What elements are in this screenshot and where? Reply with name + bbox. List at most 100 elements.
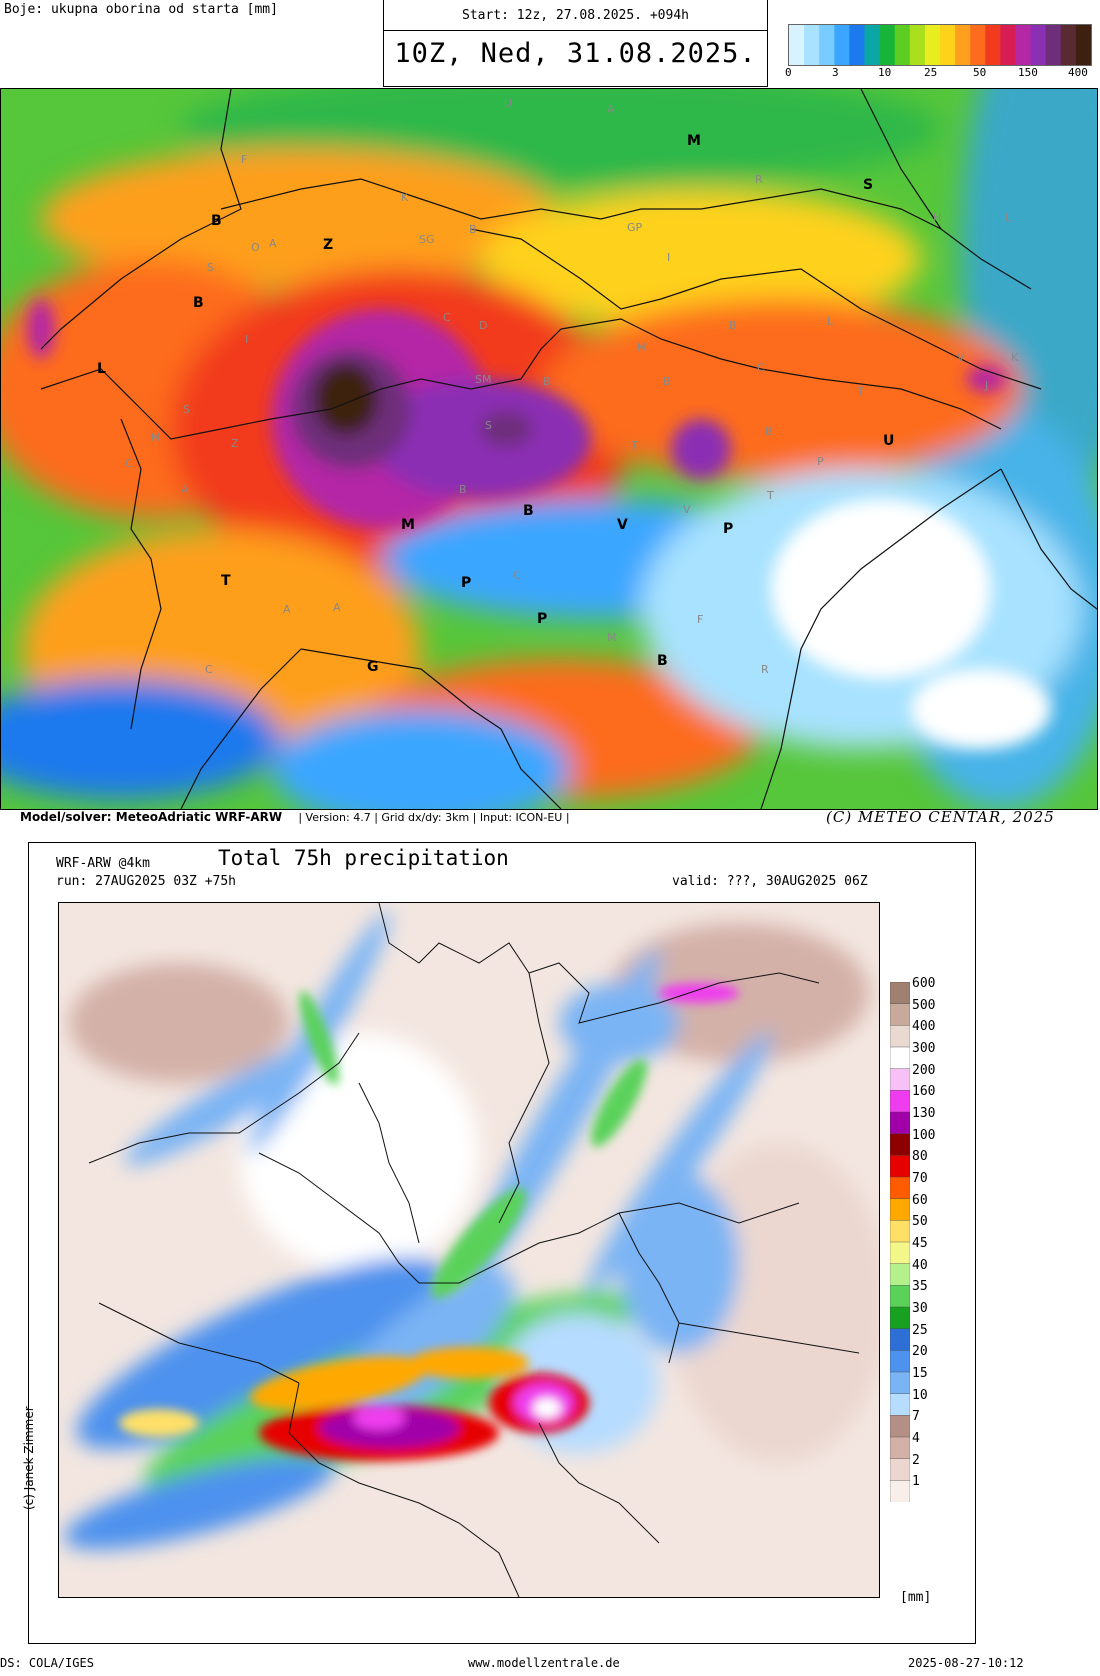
top-colorbar-swatch bbox=[940, 25, 956, 65]
map-label: M bbox=[607, 631, 617, 644]
top-valid-time: 10Z, Ned, 31.08.2025. bbox=[394, 38, 757, 69]
bottom-colorbar-label: 25 bbox=[912, 1322, 928, 1338]
bottom-colorbar-swatch bbox=[890, 1220, 910, 1243]
map-label: V bbox=[957, 351, 965, 364]
bottom-colorbar-swatch bbox=[890, 1068, 910, 1092]
map-label: R bbox=[761, 663, 769, 676]
bottom-run-time: run: 27AUG2025 03Z +75h bbox=[56, 874, 237, 889]
top-precip-field bbox=[1, 89, 1097, 809]
map-label: K bbox=[1011, 351, 1019, 364]
map-label: U bbox=[883, 433, 894, 449]
map-label: A bbox=[283, 603, 291, 616]
map-label: J bbox=[984, 379, 988, 392]
bottom-colorbar-swatch bbox=[890, 1155, 910, 1178]
bottom-colorbar-label: 60 bbox=[912, 1192, 928, 1208]
bottom-model-label: WRF-ARW @4km bbox=[56, 856, 150, 871]
bottom-colorbar-label: 160 bbox=[912, 1084, 936, 1100]
map-label: I bbox=[245, 333, 248, 346]
map-label: GP bbox=[627, 221, 643, 234]
map-label: S bbox=[207, 261, 214, 274]
map-label: T bbox=[221, 573, 231, 589]
top-colorbar-swatch bbox=[864, 25, 881, 65]
map-label: P bbox=[461, 575, 471, 591]
bottom-colorbar-swatch bbox=[890, 1111, 910, 1135]
bottom-website[interactable]: www.modellzentrale.de bbox=[468, 1656, 620, 1670]
map-label: C bbox=[443, 311, 451, 324]
map-label: A bbox=[607, 103, 615, 116]
bottom-colorbar-swatch bbox=[890, 1046, 910, 1070]
bottom-colorbar-swatch bbox=[890, 1436, 910, 1460]
top-colorbar-swatch bbox=[909, 25, 926, 65]
map-label: L bbox=[1005, 211, 1012, 224]
bottom-colorbar-label: 130 bbox=[912, 1106, 936, 1121]
bottom-colorbar-label: 200 bbox=[912, 1062, 936, 1078]
top-colorbar-swatch bbox=[1060, 25, 1077, 65]
bottom-colorbar-label: 7 bbox=[912, 1409, 920, 1425]
bottom-colorbar-label: 40 bbox=[912, 1257, 928, 1273]
map-label: V bbox=[617, 517, 628, 533]
top-time-box: Start: 12z, 27.08.2025. +094h 10Z, Ned, … bbox=[383, 0, 768, 87]
bottom-colorbar-label: 400 bbox=[912, 1019, 936, 1035]
top-colorbar-tick: 150 bbox=[1018, 66, 1038, 79]
map-label: B bbox=[459, 483, 467, 496]
map-label: A bbox=[181, 483, 189, 496]
bottom-colorbar-swatch bbox=[890, 1285, 910, 1308]
map-label: R bbox=[755, 173, 763, 186]
map-label: K bbox=[401, 191, 409, 204]
bottom-colorbar-label: 2 bbox=[912, 1452, 920, 1468]
bottom-colorbar-swatch bbox=[890, 1198, 910, 1222]
map-label: Z bbox=[231, 437, 239, 450]
map-label: M bbox=[637, 341, 647, 354]
map-label: O bbox=[251, 241, 260, 254]
top-start-time: Start: 12z, 27.08.2025. +094h bbox=[462, 8, 689, 23]
map-label: F bbox=[241, 153, 247, 166]
bottom-colorbar-label: 70 bbox=[912, 1171, 928, 1186]
top-colorbar-swatch bbox=[1000, 25, 1016, 65]
top-colorbar-swatch bbox=[879, 25, 896, 65]
map-label: SM bbox=[475, 373, 491, 386]
top-colorbar-swatch bbox=[970, 25, 986, 65]
top-borders bbox=[40, 89, 1097, 809]
bottom-colorbar-label: 35 bbox=[912, 1279, 928, 1295]
map-label: C bbox=[125, 457, 133, 470]
top-caption: Boje: ukupna oborina od starta [mm] bbox=[4, 2, 278, 17]
top-footer-copyright: (C) METEO CENTAR, 2025 bbox=[826, 808, 1055, 826]
bottom-colorbar-swatch bbox=[890, 1003, 910, 1027]
map-label: C bbox=[757, 361, 765, 374]
bottom-colorbar-label: 50 bbox=[912, 1214, 928, 1230]
top-time-divider bbox=[384, 30, 767, 31]
map-label: S bbox=[485, 419, 492, 432]
bottom-title: Total 75h precipitation bbox=[218, 846, 509, 870]
map-label: B bbox=[543, 375, 551, 388]
map-label: B bbox=[193, 295, 204, 311]
bottom-valid-time: valid: ???, 30AUG2025 06Z bbox=[672, 874, 868, 889]
bottom-colorbar-label: 100 bbox=[912, 1127, 936, 1143]
map-label: D bbox=[479, 319, 487, 332]
bottom-data-source: DS: COLA/IGES bbox=[0, 1656, 94, 1670]
map-label: G bbox=[367, 659, 379, 675]
bottom-colorbar-label: 10 bbox=[912, 1387, 928, 1403]
bottom-colorbar-label: 20 bbox=[912, 1344, 928, 1360]
map-label: T bbox=[630, 439, 638, 452]
bottom-colorbar-label: 4 bbox=[912, 1431, 920, 1446]
top-colorbar-swatch bbox=[804, 25, 820, 65]
bottom-borders bbox=[88, 903, 860, 1597]
bottom-colorbar-label: 15 bbox=[912, 1366, 928, 1381]
bottom-colorbar-swatch bbox=[890, 1306, 910, 1330]
map-label: I bbox=[667, 251, 670, 264]
map-label: S bbox=[183, 403, 190, 416]
top-colorbar-swatch bbox=[985, 25, 1001, 65]
map-label: C bbox=[513, 569, 521, 582]
top-header: Boje: ukupna oborina od starta [mm] Star… bbox=[0, 0, 1100, 88]
top-colorbar-tick: 400 bbox=[1068, 66, 1088, 79]
top-footer-version: | Version: 4.7 | Grid dx/dy: 3km | Input… bbox=[298, 811, 570, 824]
map-label: U bbox=[504, 97, 512, 110]
map-label: F bbox=[697, 613, 703, 626]
map-label: C bbox=[205, 663, 213, 676]
bottom-colorbar-label: 500 bbox=[912, 997, 936, 1013]
bottom-unit-label: [mm] bbox=[900, 1590, 932, 1605]
map-label: T bbox=[856, 385, 864, 398]
top-colorbar-swatch bbox=[924, 25, 941, 65]
map-label: B bbox=[211, 213, 222, 229]
